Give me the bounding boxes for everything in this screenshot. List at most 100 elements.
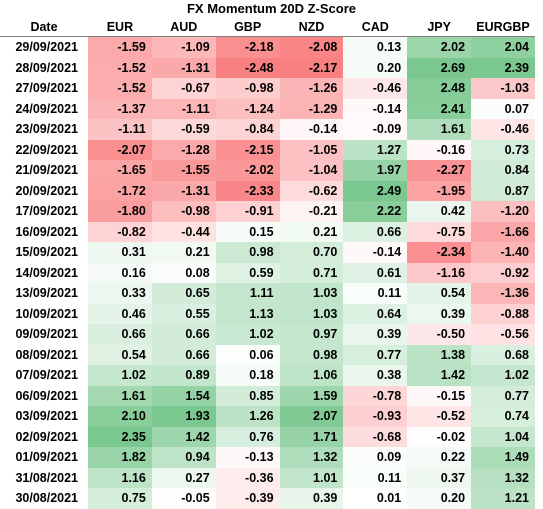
zscore-cell: -0.98 [215, 78, 280, 99]
zscore-cell: 0.39 [343, 324, 408, 345]
zscore-cell: -1.31 [151, 180, 216, 201]
table-row: 24/09/2021 -1.37 -1.11 -1.24 -1.29 -0.14 2.41 0… [0, 98, 535, 119]
zscore-cell: 2.39 [471, 57, 535, 78]
zscore-cell: 1.32 [471, 467, 535, 488]
zscore-cell: 0.87 [471, 180, 535, 201]
zscore-cell: 2.04 [471, 36, 535, 58]
zscore-cell: -0.59 [151, 119, 216, 140]
zscore-cell: 1.42 [151, 426, 216, 447]
zscore-cell: 0.84 [471, 160, 535, 181]
zscore-cell: -2.27 [407, 160, 472, 181]
zscore-cell: -0.14 [343, 98, 408, 119]
zscore-cell: 1.02 [215, 324, 280, 345]
zscore-cell: 0.11 [343, 467, 408, 488]
date-cell: 14/09/2021 [15, 265, 78, 280]
zscore-cell: -0.16 [407, 139, 472, 160]
column-header-jpy: JPY [407, 18, 472, 37]
table-row: 23/09/2021 -1.11 -0.59 -0.84 -0.14 -0.09 1.61-… [0, 119, 535, 140]
table-row: 17/09/2021 -1.80 -0.98 -0.91 -0.21 2.22 0.42 -1… [0, 201, 535, 222]
table-row: 02/09/2021 2.35 1.42 0.76 1.71 -0.68 -0.02 1.04 [0, 426, 535, 447]
table-row: 13/09/2021 0.33 0.65 1.11 1.03 0.11 0.54 -1.36 [0, 283, 535, 304]
date-cell: 24/09/2021 [15, 101, 78, 116]
zscore-cell: -0.50 [407, 324, 472, 345]
zscore-cell: 2.10 [88, 406, 152, 427]
zscore-cell: 0.54 [88, 344, 152, 365]
table-title: FX Momentum 20D Z-Score [186, 1, 357, 16]
table-row: 31/08/2021 1.16 0.27 -0.36 1.01 0.11 0.37 1.32 [0, 467, 535, 488]
zscore-cell: -0.93 [343, 406, 408, 427]
zscore-cell: 0.01 [343, 488, 408, 509]
zscore-cell: 0.54 [407, 283, 472, 304]
zscore-cell: -1.20 [471, 201, 535, 222]
date-cell: 10/09/2021 [15, 306, 78, 321]
zscore-cell: 0.97 [279, 324, 344, 345]
zscore-cell: 0.39 [279, 488, 344, 509]
zscore-cell: -2.33 [215, 180, 280, 201]
zscore-cell: -0.62 [279, 180, 344, 201]
zscore-cell: -0.15 [407, 385, 472, 406]
zscore-cell: -1.03 [471, 78, 535, 99]
zscore-cell: 1.26 [215, 406, 280, 427]
date-cell: 21/09/2021 [15, 163, 78, 178]
table-row: 27/09/2021 -1.52 -0.67 -0.98 -1.26 -0.46 2.48-… [0, 78, 535, 99]
zscore-cell: 0.22 [407, 447, 472, 468]
zscore-cell: -1.80 [88, 201, 152, 222]
zscore-cell: 0.74 [471, 406, 535, 427]
zscore-cell: -1.04 [279, 160, 344, 181]
zscore-cell: -1.72 [88, 180, 152, 201]
zscore-cell: -1.65 [88, 160, 152, 181]
column-header-date: Date [0, 18, 88, 37]
zscore-cell: 0.98 [215, 242, 280, 263]
zscore-cell: -1.40 [471, 242, 535, 263]
zscore-cell: 1.38 [407, 344, 472, 365]
table-row: 10/09/2021 0.46 0.55 1.13 1.03 0.64 0.39 -0.88 [0, 303, 535, 324]
column-header-cad: CAD [343, 18, 408, 37]
table-row: 14/09/2021 0.16 0.08 0.59 0.71 0.61 -1.16 -0.92 [0, 262, 535, 283]
zscore-cell: -1.05 [279, 139, 344, 160]
zscore-cell: 1.02 [471, 365, 535, 386]
zscore-cell: -2.02 [215, 160, 280, 181]
zscore-cell: -0.14 [279, 119, 344, 140]
table-row: 06/09/2021 1.61 1.54 0.85 1.59 -0.78 -0.15 0.77 [0, 385, 535, 406]
zscore-cell: 1.21 [471, 488, 535, 509]
date-cell: 16/09/2021 [15, 224, 78, 239]
zscore-cell: 0.18 [215, 365, 280, 386]
zscore-cell: -2.34 [407, 242, 472, 263]
table-row: 29/09/2021 -1.59 -1.09 -2.18 -2.08 0.13 2.02 2.… [0, 36, 535, 58]
zscore-cell: 1.13 [215, 303, 280, 324]
zscore-cell: -1.66 [471, 221, 535, 242]
zscore-cell: -0.88 [471, 303, 535, 324]
zscore-cell: -0.52 [407, 406, 472, 427]
zscore-cell: 1.42 [407, 365, 472, 386]
zscore-cell: 0.39 [407, 303, 472, 324]
zscore-cell: 0.65 [151, 283, 216, 304]
zscore-cell: 0.06 [215, 344, 280, 365]
zscore-cell: 2.02 [407, 36, 472, 58]
table-row: 15/09/2021 0.31 0.21 0.98 0.70 -0.14 -2.34 -1.4… [0, 242, 535, 263]
zscore-cell: 1.61 [407, 119, 472, 140]
zscore-cell: 0.46 [88, 303, 152, 324]
zscore-cell: 1.04 [471, 426, 535, 447]
zscore-cell: -0.09 [343, 119, 408, 140]
zscore-cell: 1.82 [88, 447, 152, 468]
date-cell: 07/09/2021 [15, 368, 78, 383]
date-cell: 28/09/2021 [15, 60, 78, 75]
zscore-cell: -0.21 [279, 201, 344, 222]
zscore-cell: -1.16 [407, 262, 472, 283]
zscore-cell: 0.37 [407, 467, 472, 488]
header-row: Date EUR AUD GBP NZD CAD JPY EURGBP [0, 18, 535, 37]
zscore-cell: 0.71 [279, 262, 344, 283]
zscore-cell: 0.94 [151, 447, 216, 468]
zscore-cell: 2.41 [407, 98, 472, 119]
column-header-eur: EUR [88, 18, 152, 37]
zscore-cell: -1.24 [215, 98, 280, 119]
zscore-cell: -2.48 [215, 57, 280, 78]
table-body: 29/09/2021 -1.59 -1.09 -2.18 -2.08 0.13 2.02 2.… [0, 36, 535, 509]
zscore-cell: 0.75 [88, 488, 152, 509]
zscore-cell: 0.68 [471, 344, 535, 365]
zscore-cell: -2.17 [279, 57, 344, 78]
zscore-cell: 1.71 [279, 426, 344, 447]
date-cell: 01/09/2021 [15, 450, 78, 465]
zscore-cell: -0.98 [151, 201, 216, 222]
zscore-cell: -1.37 [88, 98, 152, 119]
